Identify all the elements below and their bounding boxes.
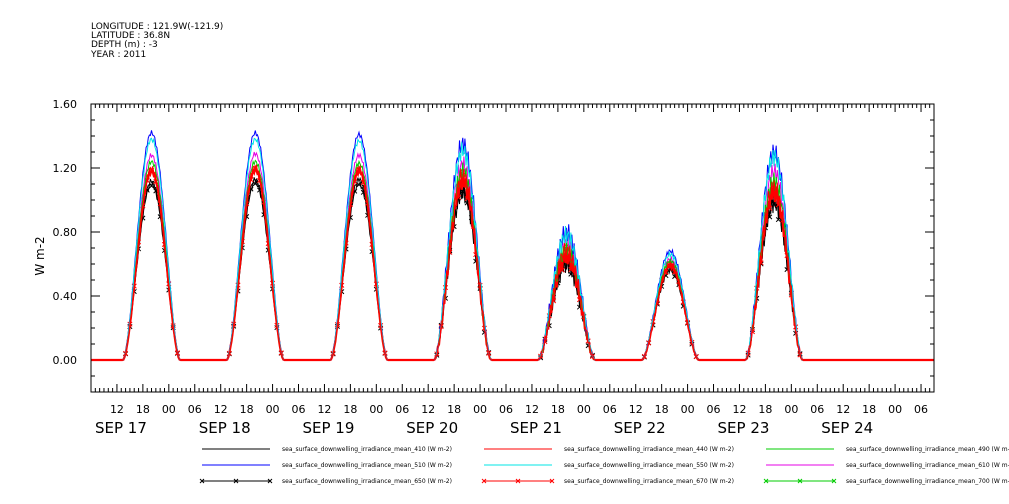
x-hour-label: 12: [214, 403, 228, 416]
x-hour-label: 18: [343, 403, 357, 416]
x-hour-label: 18: [758, 403, 772, 416]
legend-marker: [763, 478, 769, 484]
x-hour-label: 12: [110, 403, 124, 416]
x-hour-label: 18: [240, 403, 254, 416]
y-tick-label: 0.00: [53, 354, 78, 367]
x-hour-label: 06: [292, 403, 306, 416]
series-marker: [775, 217, 781, 223]
y-tick-label: 1.60: [53, 98, 78, 111]
x-hour-label: 18: [447, 403, 461, 416]
x-hour-label: 00: [369, 403, 383, 416]
longitude-label: LONGITUDE : 121.9W(-121.9): [91, 22, 224, 32]
x-date-label: SEP 21: [510, 419, 562, 437]
legend-label: sea_surface_downwelling_irradiance_mean_…: [846, 478, 1009, 485]
legend-label: sea_surface_downwelling_irradiance_mean_…: [564, 446, 734, 453]
legend-label: sea_surface_downwelling_irradiance_mean_…: [282, 446, 452, 453]
x-hour-label: 18: [551, 403, 565, 416]
x-hour-label: 06: [810, 403, 824, 416]
legend-label: sea_surface_downwelling_irradiance_mean_…: [282, 478, 452, 485]
legend-label: sea_surface_downwelling_irradiance_mean_…: [564, 462, 734, 469]
series-line-sea-surface-downwelling-irradiance-mean-490: [91, 159, 934, 361]
x-hour-label: 18: [136, 403, 150, 416]
x-hour-label: 06: [603, 403, 617, 416]
x-hour-label: 00: [577, 403, 591, 416]
legend-marker: [267, 478, 273, 484]
x-hour-label: 12: [629, 403, 643, 416]
legend-marker: [515, 478, 521, 484]
x-date-label: SEP 22: [614, 419, 666, 437]
x-hour-label: 06: [499, 403, 513, 416]
series-marker: [767, 214, 773, 220]
series-marker: [148, 183, 155, 189]
series-line-sea-surface-downwelling-irradiance-mean-650: [91, 180, 934, 361]
latitude-label: LATITUDE : 36.8N: [91, 31, 171, 41]
series-marker: [153, 179, 159, 185]
legend: sea_surface_downwelling_irradiance_mean_…: [199, 446, 1009, 485]
legend-marker: [199, 478, 205, 484]
x-hour-label: 00: [266, 403, 280, 416]
series-marker: [356, 182, 362, 188]
series-line-sea-surface-downwelling-irradiance-mean-610: [91, 151, 934, 361]
x-tick-labels: 12 18 00 06 12 18 00 06 12 18 00 06 12 18 00 06 12 18 00 06…: [95, 403, 928, 437]
series-line-sea-surface-downwelling-irradiance-mean-510: [91, 130, 934, 361]
series-line-sea-surface-downwelling-irradiance-mean-550: [91, 137, 934, 361]
x-hour-label: 06: [914, 403, 928, 416]
y-axis-label: W m-2: [33, 236, 47, 275]
x-hour-label: 00: [681, 403, 695, 416]
year-label: YEAR : 2011: [91, 50, 147, 60]
x-hour-label: 18: [862, 403, 876, 416]
depth-label: DEPTH (m) : -3: [91, 40, 158, 50]
y-tick-labels: 0.00 0.40 0.80 1.20 1.60: [53, 98, 78, 367]
legend-marker: [797, 478, 803, 484]
y-tick-label: 0.80: [53, 226, 78, 239]
x-hour-label: 12: [317, 403, 331, 416]
y-tick-label: 1.20: [53, 162, 78, 175]
series-marker: [252, 181, 258, 187]
legend-marker: [233, 478, 239, 484]
x-date-label: SEP 18: [199, 419, 251, 437]
x-hour-label: 12: [836, 403, 850, 416]
legend-label: sea_surface_downwelling_irradiance_mean_…: [564, 478, 734, 485]
legend-marker: [549, 478, 555, 484]
legend-marker: [831, 478, 837, 484]
legend-marker: [481, 478, 487, 484]
x-date-label: SEP 19: [302, 419, 354, 437]
x-date-label: SEP 17: [95, 419, 147, 437]
x-hour-label: 00: [784, 403, 798, 416]
y-tick-label: 0.40: [53, 290, 78, 303]
series-marker: [568, 267, 574, 273]
x-date-label: SEP 20: [406, 419, 458, 437]
x-date-label: SEP 24: [821, 419, 873, 437]
series-marker: [568, 271, 574, 277]
x-date-label: SEP 23: [718, 419, 770, 437]
x-hour-label: 18: [655, 403, 669, 416]
x-hour-label: 00: [888, 403, 902, 416]
x-hour-label: 06: [707, 403, 721, 416]
legend-label: sea_surface_downwelling_irradiance_mean_…: [846, 446, 1009, 453]
series-marker: [460, 188, 466, 195]
x-hour-label: 12: [525, 403, 539, 416]
x-hour-label: 00: [473, 403, 487, 416]
legend-label: sea_surface_downwelling_irradiance_mean_…: [282, 462, 452, 469]
axis-ticks: [90, 103, 935, 393]
legend-label: sea_surface_downwelling_irradiance_mean_…: [846, 462, 1009, 469]
series-line-sea-surface-downwelling-irradiance-mean-440: [91, 164, 934, 361]
series-line-sea-surface-downwelling-irradiance-mean-410: [91, 176, 934, 361]
x-hour-label: 06: [395, 403, 409, 416]
series-line-sea-surface-downwelling-irradiance-mean-670: [91, 164, 934, 362]
plot-frame: [90, 103, 935, 393]
plot-series: [91, 130, 934, 362]
x-hour-label: 06: [188, 403, 202, 416]
x-hour-label: 12: [732, 403, 746, 416]
x-hour-label: 00: [162, 403, 176, 416]
series-marker: [464, 196, 470, 202]
x-hour-label: 12: [421, 403, 435, 416]
